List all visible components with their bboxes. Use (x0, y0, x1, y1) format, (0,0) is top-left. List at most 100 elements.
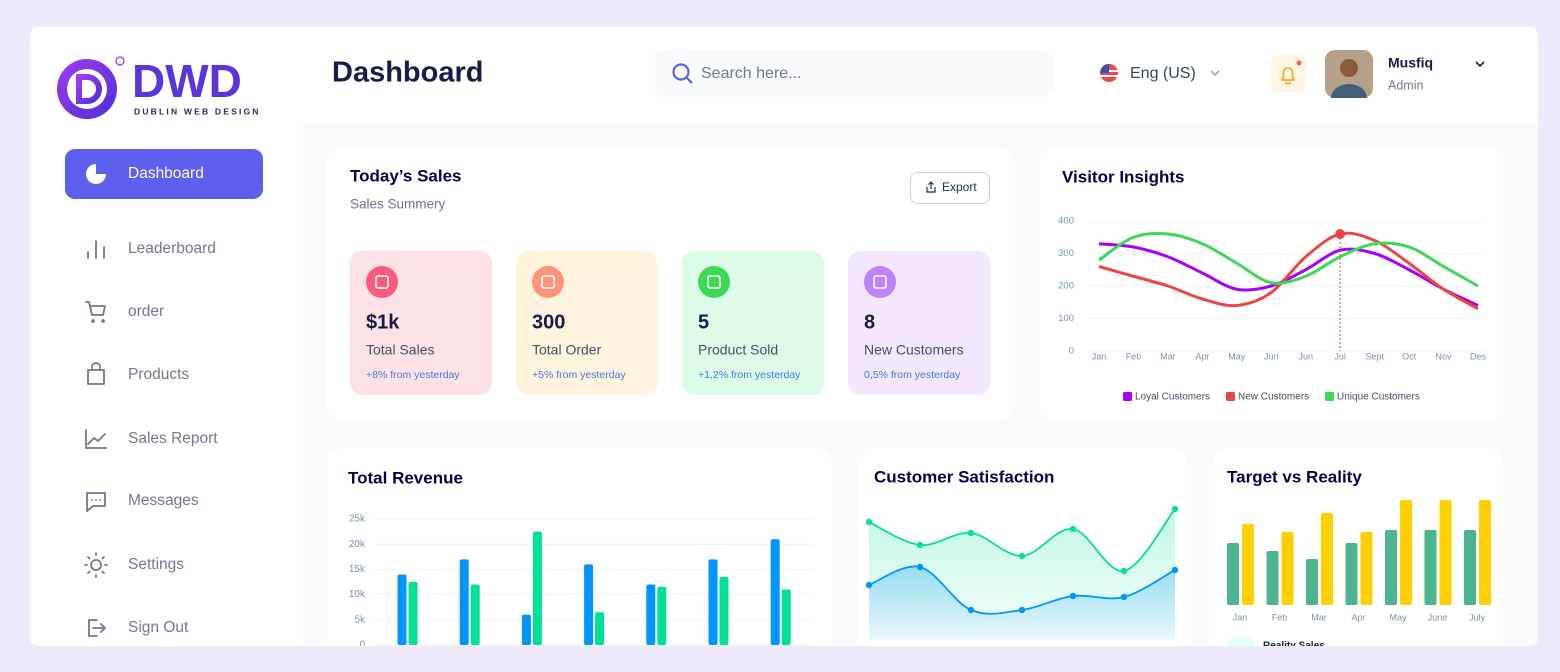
export-button[interactable] (910, 172, 990, 204)
bar (1227, 543, 1239, 605)
stat-label: New Customers (864, 342, 964, 358)
language[interactable]: Eng (US) (1130, 65, 1196, 82)
x-tick-label: Mar (1160, 351, 1176, 361)
area-point (1120, 567, 1128, 575)
area-point (916, 541, 924, 549)
avatar[interactable] (1325, 50, 1373, 98)
nav-item[interactable]: Sign Out (88, 619, 189, 637)
nav-label: Settings (128, 556, 184, 573)
x-tick-label: May (1228, 351, 1246, 361)
x-tick-label: Sept (1365, 351, 1384, 361)
x-tick-label: Mar (1311, 612, 1327, 622)
area-point (967, 606, 975, 614)
area-point (1069, 525, 1077, 533)
line-series (1098, 231, 1479, 288)
legend-label: Reality Sales (1263, 641, 1325, 652)
x-tick-label: July (1469, 612, 1486, 622)
stat-value: 300 (532, 311, 565, 333)
bar (1464, 530, 1476, 605)
nav-icon (88, 619, 106, 637)
legend-swatch (1325, 392, 1334, 401)
nav-icon (87, 240, 105, 259)
x-tick-label: Jun (1298, 351, 1313, 361)
notification-button[interactable] (1270, 55, 1306, 92)
notification-dot (1296, 60, 1302, 66)
stat-label: Product Sold (698, 342, 778, 358)
stat-card: 300 Total Order +5% from yesterday (516, 251, 658, 395)
icon-shape (88, 619, 106, 637)
nav-icon (87, 362, 105, 385)
x-tick-label: Feb (1272, 612, 1288, 622)
area-point (1018, 606, 1026, 614)
area-point (1171, 566, 1179, 574)
nav-item[interactable]: Leaderboard (87, 240, 216, 259)
x-tick-label: Nov (1436, 351, 1453, 361)
icon-shape (85, 301, 106, 323)
total-revenue-card (327, 448, 832, 646)
y-tick-label: 0 (359, 640, 365, 651)
legend-label: Unique Customers (1337, 392, 1420, 403)
bar (408, 582, 418, 645)
x-tick-label: June (1428, 612, 1448, 622)
icon-shape (86, 492, 106, 512)
bar (770, 539, 780, 645)
nav-item[interactable]: Products (87, 362, 189, 385)
stat-card: 8 New Customers 0,5% from yesterday (848, 251, 990, 395)
stat-card: $1k Total Sales +8% from yesterday (350, 251, 492, 395)
bar (781, 589, 791, 645)
nav-item[interactable]: Dashboard (65, 149, 263, 199)
nav-label: Dashboard (128, 165, 204, 182)
area-point (1171, 505, 1179, 513)
bar (1242, 524, 1254, 605)
stat-change: +8% from yesterday (366, 369, 460, 381)
bar (1321, 513, 1333, 605)
nav-icon (84, 552, 108, 578)
page-title: Dashboard (332, 57, 483, 89)
logo: DWD DUBLIN WEB DESIGN (57, 55, 258, 119)
y-tick-label: 100 (1058, 313, 1074, 324)
target-vs-reality-card (1213, 448, 1503, 646)
search-box[interactable] (652, 50, 1054, 97)
area-point (1069, 592, 1077, 600)
card-title: Total Revenue (348, 468, 463, 487)
nav-icon (86, 492, 106, 512)
stat-value: $1k (366, 311, 400, 333)
bar (1400, 500, 1412, 605)
bar (646, 584, 656, 645)
nav-item[interactable]: Settings (84, 552, 184, 578)
x-tick-label: Oct (1402, 351, 1417, 361)
bar (1281, 532, 1294, 605)
y-tick-label: 25k (349, 514, 366, 525)
nav-item[interactable]: order (85, 301, 164, 323)
user-chevron[interactable] (1475, 61, 1485, 68)
bar (719, 576, 729, 645)
y-tick-label: 300 (1058, 248, 1074, 259)
card-subtitle: Sales Summery (350, 197, 446, 212)
stat-icon-glyph (873, 275, 887, 289)
nav-item[interactable]: Sales Report (85, 429, 218, 449)
stat-icon-glyph (375, 275, 389, 289)
icon-shape (86, 164, 106, 184)
nav-item[interactable]: Messages (86, 492, 199, 512)
stat-value: 5 (698, 311, 709, 333)
x-tick-label: Feb (1126, 351, 1142, 361)
legend-label: New Customers (1238, 392, 1309, 403)
stat-value: 8 (864, 311, 875, 333)
x-tick-label: Des (1470, 351, 1487, 361)
bar (1424, 530, 1437, 605)
x-tick-label: May (1389, 612, 1407, 622)
y-tick-label: 5k (354, 614, 366, 625)
bar (521, 614, 531, 645)
nav-label: Products (128, 366, 189, 383)
bar (1345, 543, 1358, 605)
nav-active-bg (65, 149, 263, 199)
stat-change: +5% from yesterday (532, 369, 626, 381)
nav-label: Sales Report (128, 430, 218, 447)
bar (584, 564, 594, 645)
stat-icon (532, 266, 564, 298)
stat-change: 0,5% from yesterday (864, 369, 961, 381)
stat-icon (698, 266, 730, 298)
language-chevron[interactable] (1210, 70, 1220, 77)
nav-icon (85, 301, 106, 323)
x-tick-label: Jun (1264, 351, 1279, 361)
